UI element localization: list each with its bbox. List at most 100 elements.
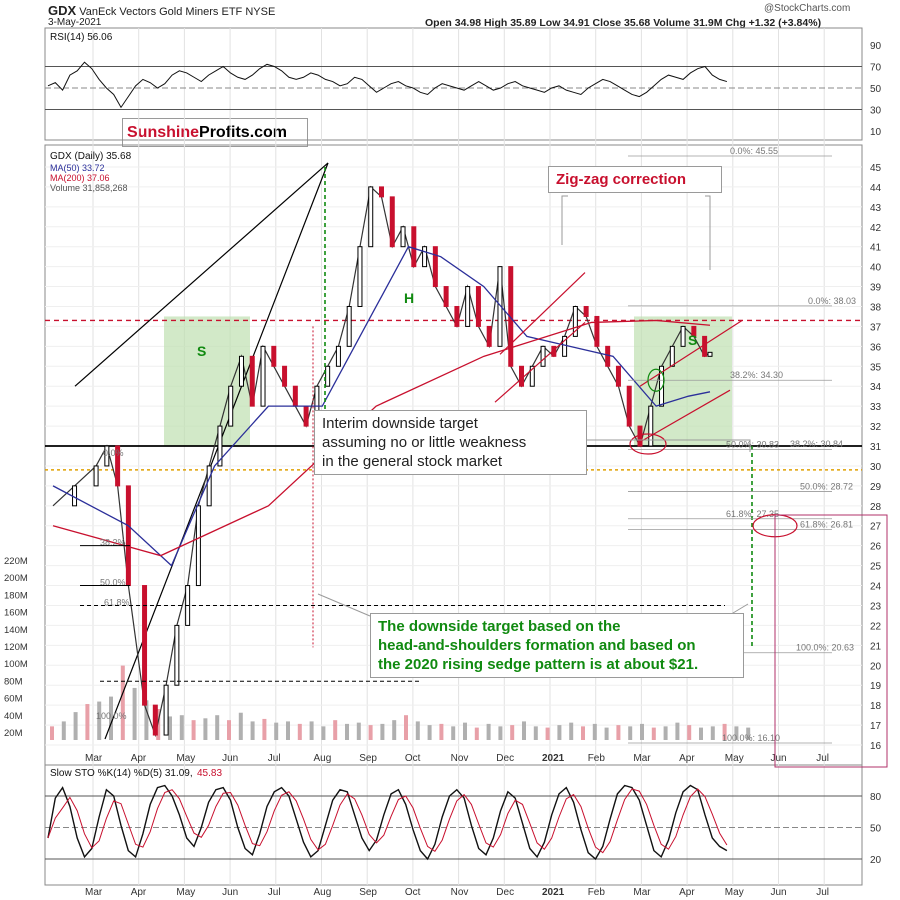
price-candle [303,405,309,427]
price-candle [115,445,121,487]
volume-bar [61,721,66,740]
price-candle [400,226,406,248]
price-tick: 27 [870,522,882,533]
legend-main: GDX (Daily) 35.68 [50,151,132,162]
volume-tick: 40M [4,711,23,722]
volume-bar [439,723,444,740]
volume-bar [569,722,574,740]
volume-bar [297,723,302,740]
volume-bar [191,720,196,740]
price-tick: 30 [870,462,882,473]
price-tick: 28 [870,502,882,513]
price-candle [238,355,244,387]
volume-bar [498,726,503,740]
volume-bar [380,723,385,740]
price-tick: 26 [870,542,882,553]
legend-ma200: MA(200) 37.06 [50,173,110,183]
price-tick: 39 [870,283,882,294]
price-candle [206,465,212,507]
month-label: Dec [496,753,514,764]
volume-bar [640,723,644,740]
price-tick: 17 [870,721,882,732]
month-label-bottom: Jun [222,887,238,898]
volume-bar [309,721,314,740]
ma50-line [52,245,711,567]
chart-date: 3-May-2021 [48,17,102,28]
month-label: Mar [85,753,103,764]
fib-label-right: 61.8%: 26.81 [800,520,853,530]
rsi-line [47,61,728,109]
interim-line-3: in the general stock market [322,453,503,470]
volume-tick: 200M [4,573,28,584]
month-label-bottom: Dec [496,887,514,898]
volume-bar [250,721,255,740]
volume-bar [238,712,243,740]
volume-bar [144,700,149,740]
month-label: Mar [633,753,651,764]
target-connector-left [317,593,371,617]
volume-bar [675,722,680,740]
volume-bar [628,726,633,740]
volume-bar [427,725,432,740]
month-label: Feb [588,753,606,764]
ma200-line [52,319,711,557]
price-candle [228,385,234,427]
fib-label-right: 0.0%: 45.55 [730,146,778,156]
price-candle [411,226,417,268]
zigzag-label: Zig-zag correction [548,166,722,193]
rsi-label: RSI(14) 56.06 [50,32,113,43]
volume-tick: 20M [4,728,23,739]
price-candle [152,704,158,736]
price-tick: 32 [870,422,882,433]
price-candle [529,365,535,387]
fib-label-right: 38.2%: 30.84 [790,439,843,449]
month-label-bottom: May [725,887,744,898]
fib-label-right: 50.0%: 30.83 [726,439,779,449]
volume-bar [533,726,538,740]
volume-bar [85,704,90,740]
price-candle [174,624,180,686]
sto-tick: 20 [870,855,882,866]
price-tick: 42 [870,223,882,234]
price-tick: 29 [870,482,882,493]
price-tick: 37 [870,322,882,333]
volume-bar [545,727,550,740]
left-shoulder-zone [164,316,250,447]
price-candle [125,485,131,587]
volume-bar [592,723,597,740]
month-label-bottom: Jun [771,887,787,898]
volume-tick: 60M [4,694,23,705]
month-label: Apr [679,753,695,764]
volume-bar [486,723,491,740]
target-line-2: head-and-shoulders formation and based o… [378,637,696,654]
month-label-bottom: May [176,887,195,898]
head-letter: H [404,290,414,306]
price-candle [163,684,169,736]
volume-bar [227,720,231,740]
channel-lower-1 [494,321,586,403]
price-candle [454,305,460,327]
price-candle [432,246,438,288]
price-tick: 44 [870,183,882,194]
fib-label-left: 50.0% [100,578,126,588]
price-candle [260,345,266,407]
month-label-bottom: Aug [314,887,332,898]
volume-bar [333,720,338,740]
price-tick: 34 [870,382,882,393]
volume-bar [321,726,326,740]
rsi-tick: 70 [870,63,882,74]
volume-bar [168,716,172,740]
sto-tick: 50 [870,824,882,835]
volume-bar [722,723,727,740]
fib-label-right: 0.0%: 38.03 [808,296,856,306]
month-label: 2021 [542,753,565,764]
volume-bar [262,718,267,740]
month-label-bottom: Apr [679,887,695,898]
price-candle [691,325,697,337]
price-candle [702,335,708,357]
volume-bar [73,712,78,740]
price-candle [707,351,713,357]
volume-bar [651,727,656,740]
volume-bar [368,725,373,740]
